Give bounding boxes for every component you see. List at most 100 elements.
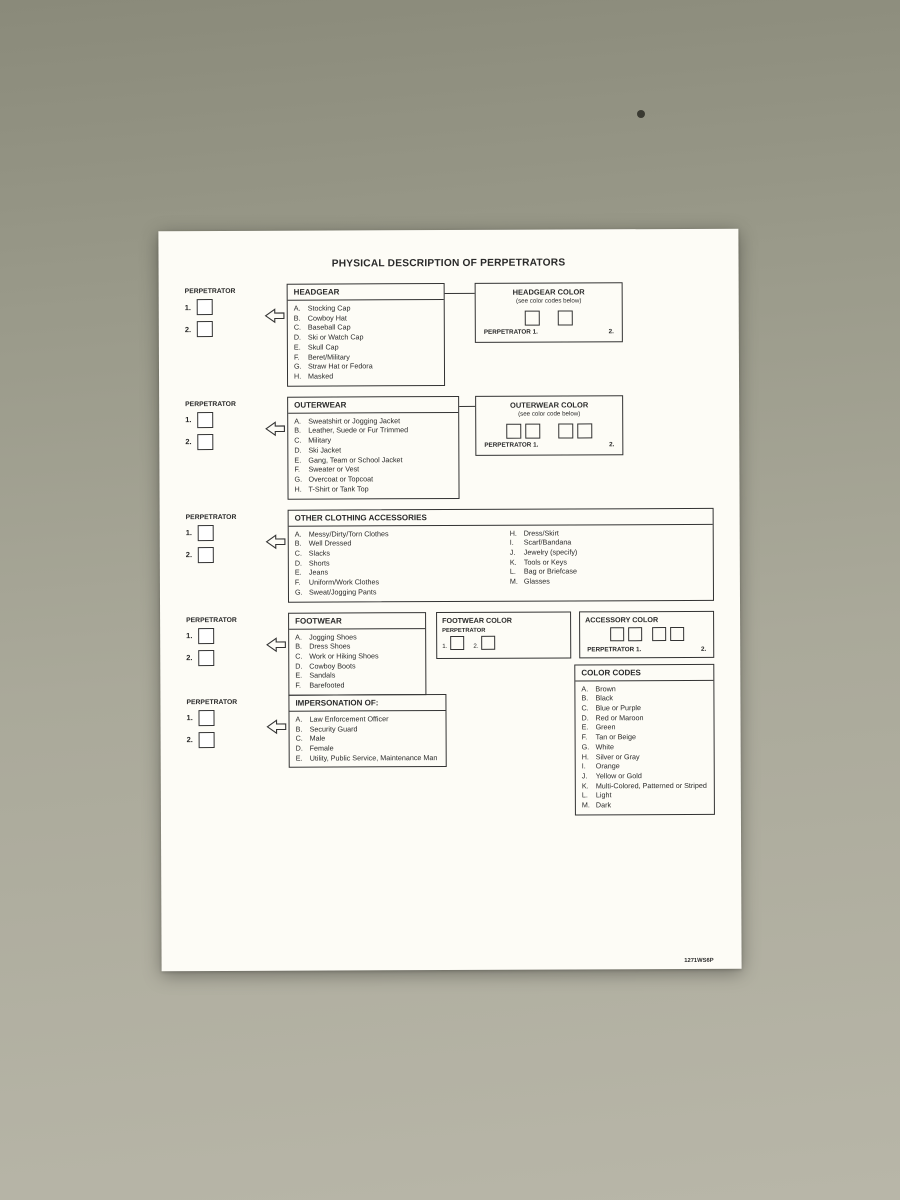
checkbox[interactable]: [199, 732, 215, 748]
color-checkbox[interactable]: [652, 627, 666, 641]
sc-n1: 1.: [442, 643, 447, 650]
list-item: D.Ski or Watch Cap: [294, 332, 438, 342]
num-1: 1.: [186, 528, 194, 537]
color-checkbox[interactable]: [628, 627, 642, 641]
color-checkbox[interactable]: [450, 635, 464, 649]
arrow-icon: [264, 695, 288, 737]
wall-mark: [637, 110, 645, 118]
color-checkbox[interactable]: [481, 635, 495, 649]
perp-label: PERPETRATOR: [185, 288, 263, 295]
cat-title: OUTERWEAR: [288, 397, 458, 414]
acc-col1: A.Messy/Dirty/Torn ClothesB.Well Dressed…: [295, 528, 492, 597]
list-item: E.Skull Cap: [294, 342, 438, 352]
list-item: C.Male: [296, 733, 440, 743]
num-1: 1.: [186, 631, 194, 640]
color-checkbox[interactable]: [558, 423, 573, 438]
color-checkbox[interactable]: [525, 423, 540, 438]
color-checkbox[interactable]: [577, 423, 592, 438]
list-item: F.Beret/Military: [294, 352, 438, 362]
list-item: E.Utility, Public Service, Maintenance M…: [296, 753, 440, 763]
cap-perp2: 2.: [701, 645, 706, 652]
list-item: B.Security Guard: [296, 724, 440, 734]
list-item: G.Straw Hat or Fedora: [294, 361, 438, 371]
cap-perp2: 2.: [609, 328, 614, 335]
perp-label: PERPETRATOR: [186, 513, 264, 520]
color-checkbox[interactable]: [506, 423, 521, 438]
checkbox[interactable]: [197, 299, 213, 315]
cat-title: OTHER CLOTHING ACCESSORIES: [289, 508, 713, 526]
list-item: K.Multi-Colored, Patterned or Striped: [582, 781, 708, 791]
num-2: 2.: [185, 325, 193, 334]
perp-label: PERPETRATOR: [186, 616, 264, 623]
color-codes-list: A.BrownB.BlackC.Blue or PurpleD.Red or M…: [575, 680, 714, 814]
list-item: H.Masked: [294, 371, 438, 381]
checkbox[interactable]: [197, 321, 213, 337]
cat-title: HEADGEAR: [288, 284, 444, 301]
checkbox[interactable]: [198, 650, 214, 666]
list-item: M.Dark: [582, 800, 708, 810]
cap-perp1: PERPETRATOR 1.: [484, 441, 538, 448]
checkbox[interactable]: [198, 547, 214, 563]
headgear-color-box: HEADGEAR COLOR (see color codes below) P…: [475, 282, 623, 343]
headgear-list: A.Stocking CapB.Cowboy HatC.Baseball Cap…: [288, 300, 444, 385]
cap-perp2: 2.: [609, 441, 614, 448]
list-item: C.Blue or Purple: [581, 703, 707, 713]
perp-label: PERPETRATOR: [185, 401, 263, 408]
outerwear-list: A.Sweatshirt or Jogging JacketB.Leather,…: [288, 413, 458, 498]
checkbox[interactable]: [198, 710, 214, 726]
list-item: D.Red or Maroon: [581, 713, 707, 723]
list-item: A.Stocking Cap: [294, 303, 438, 313]
cb-title: HEADGEAR COLOR: [482, 287, 616, 297]
cb-sub: (see color code below): [482, 410, 616, 418]
list-item: B.Cowboy Hat: [294, 313, 438, 323]
checkbox[interactable]: [197, 434, 213, 450]
cat-title: COLOR CODES: [575, 664, 713, 681]
list-item: M.Glasses: [510, 576, 707, 587]
num-2: 2.: [185, 437, 193, 446]
list-item: H.T-Shirt or Tank Top: [294, 484, 452, 494]
cat-title: IMPERSONATION OF:: [289, 695, 445, 712]
list-item: J.Yellow or Gold: [582, 771, 708, 781]
form-paper: PHYSICAL DESCRIPTION OF PERPETRATORS PER…: [158, 229, 741, 972]
acc-col2: H.Dress/SkirtI.Scarf/BandanaJ.Jewelry (s…: [510, 527, 707, 596]
list-item: E.Sandals: [295, 671, 419, 681]
num-2: 2.: [187, 735, 195, 744]
page-title: PHYSICAL DESCRIPTION OF PERPETRATORS: [185, 257, 713, 270]
arrow-icon: [264, 509, 288, 551]
num-2: 2.: [186, 550, 194, 559]
color-checkbox[interactable]: [525, 311, 540, 326]
color-checkbox[interactable]: [610, 627, 624, 641]
section-accessories: PERPETRATOR 1. 2. OTHER CLOTHING ACCESSO…: [186, 507, 714, 602]
cap-perp1: PERPETRATOR 1.: [484, 329, 538, 336]
list-item: L.Light: [582, 790, 708, 800]
footwear-list: A.Jogging ShoesB.Dress ShoesC.Work or Hi…: [289, 629, 425, 695]
list-item: C.Baseball Cap: [294, 322, 438, 332]
list-item: F.Tan or Beige: [582, 732, 708, 742]
list-item: B.Black: [581, 693, 707, 703]
list-item: A.Jogging Shoes: [295, 632, 419, 642]
list-item: E.Green: [582, 722, 708, 732]
color-codes-box: COLOR CODES A.BrownB.BlackC.Blue or Purp…: [574, 663, 715, 815]
section-headgear: PERPETRATOR 1. 2. HEADGEAR A.Stocking Ca…: [185, 282, 713, 387]
footwear-color-box: FOOTWEAR COLOR PERPETRATOR 1. 2.: [436, 611, 571, 659]
list-item: A.Law Enforcement Officer: [295, 714, 439, 724]
sc-title: FOOTWEAR COLOR: [442, 615, 565, 625]
checkbox[interactable]: [197, 412, 213, 428]
color-checkbox[interactable]: [558, 310, 573, 325]
list-item: B.Dress Shoes: [295, 641, 419, 651]
color-checkbox[interactable]: [670, 627, 684, 641]
num-1: 1.: [185, 415, 193, 424]
arrow-icon: [264, 612, 288, 654]
checkbox[interactable]: [198, 628, 214, 644]
list-item: A.Brown: [581, 683, 707, 693]
sc-n2: 2.: [473, 642, 478, 649]
checkbox[interactable]: [198, 525, 214, 541]
impersonation-list: A.Law Enforcement OfficerB.Security Guar…: [289, 711, 445, 767]
list-item: D.Cowboy Boots: [295, 661, 419, 671]
sc-title: ACCESSORY COLOR: [585, 614, 708, 624]
sc-perp: PERPETRATOR: [442, 627, 485, 633]
perp-label: PERPETRATOR: [186, 699, 264, 706]
num-2: 2.: [186, 653, 194, 662]
cat-title: FOOTWEAR: [289, 613, 425, 630]
section-outerwear: PERPETRATOR 1. 2. OUTERWEAR A.Sweatshirt…: [185, 395, 713, 500]
